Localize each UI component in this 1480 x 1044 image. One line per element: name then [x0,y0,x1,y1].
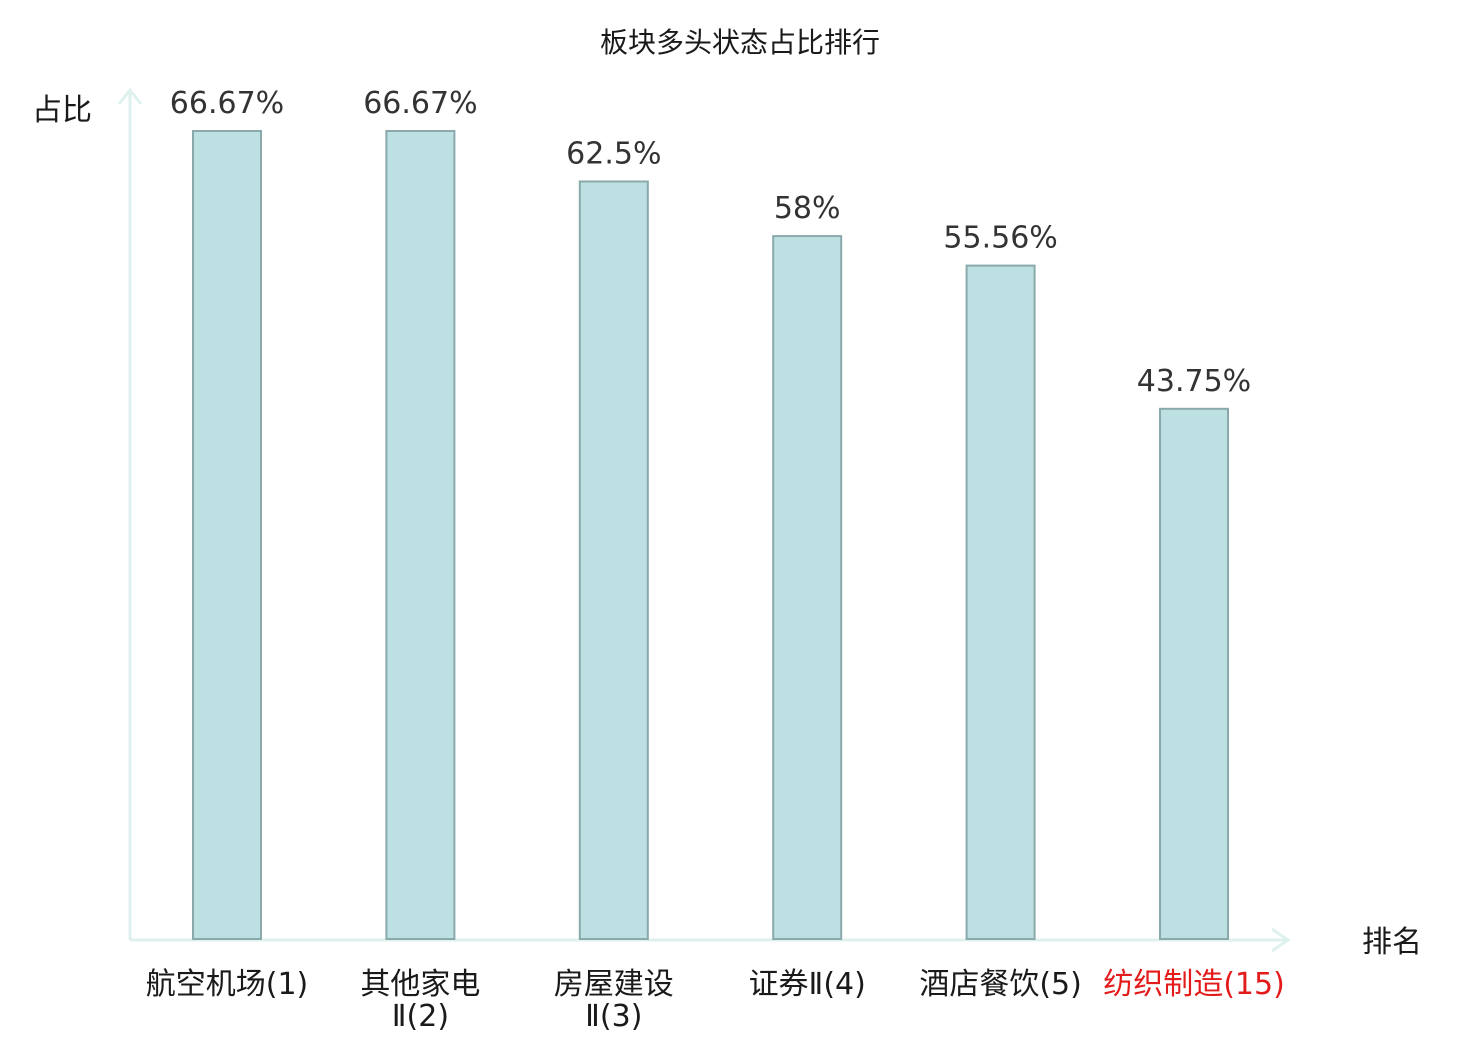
category-label-line: 酒店餐饮(5) [919,967,1082,1002]
category-label-3: 房屋建设 Ⅱ(3) [554,967,674,1034]
y-axis-label: 占比 [32,93,92,128]
bar-series [192,130,1229,941]
category-label-6: 纺织制造(15) [1103,967,1285,1002]
category-label-line: 航空机场(1) [146,967,309,1002]
value-label-2: 66.67% [363,86,477,121]
value-label-4: 58% [774,191,841,226]
category-label-4: 证券Ⅱ(4) [749,967,866,1002]
category-label-line: 房屋建设 [554,967,674,1002]
bar-2 [385,130,456,940]
category-label-line: 证券Ⅱ(4) [749,967,866,1002]
bar-1 [192,130,262,940]
bar-3 [578,180,649,940]
chart-title: 板块多头状态占比排行 [600,26,880,59]
x-axis-arrow-icon [1271,927,1291,953]
value-label-6: 43.75% [1137,364,1251,399]
bar-6 [1159,407,1229,940]
category-label-line: 纺织制造(15) [1103,967,1285,1002]
category-label-5: 酒店餐饮(5) [919,967,1082,1002]
y-axis-arrow-icon [117,87,143,105]
category-label-line: 其他家电 [360,967,480,1002]
category-labels: 航空机场(1) 其他家电 Ⅱ(2) 房屋建设 Ⅱ(3) 证券Ⅱ(4) 酒店餐饮(5) 纺织制造… [146,967,1285,1034]
category-label-line: Ⅱ(3) [585,999,642,1034]
category-label-1: 航空机场(1) [146,967,309,1002]
value-label-1: 66.67% [170,86,284,121]
category-label-2: 其他家电 Ⅱ(2) [360,967,480,1034]
value-label-5: 55.56% [943,221,1057,256]
axes [117,87,1291,953]
x-axis-label: 排名 [1362,925,1422,960]
value-label-3: 62.5% [566,137,661,172]
value-labels: 66.67% 66.67% 62.5% 58% 55.56% 43.75% [170,86,1251,399]
category-label-line: Ⅱ(2) [392,999,449,1034]
bar-4 [772,235,843,941]
bar-5 [965,264,1036,941]
